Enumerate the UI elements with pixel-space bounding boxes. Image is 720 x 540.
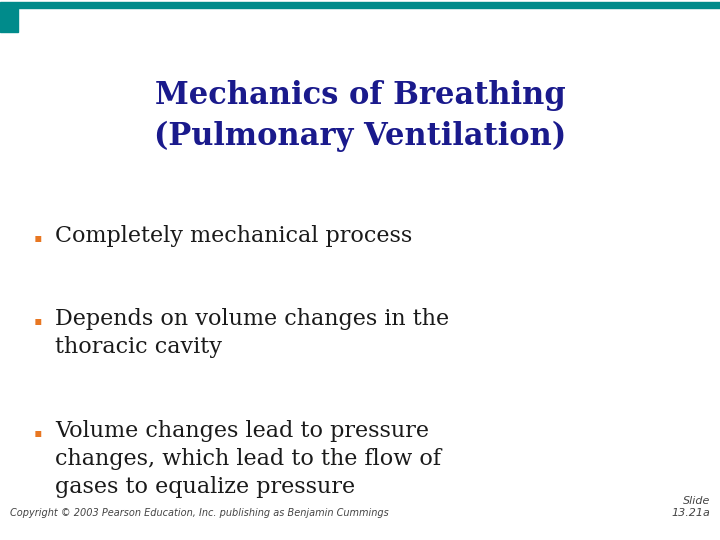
Text: ·: ·	[32, 225, 45, 258]
Bar	[0, 8, 18, 32]
Text: ·: ·	[32, 420, 45, 453]
Text: Mechanics of Breathing
(Pulmonary Ventilation): Mechanics of Breathing (Pulmonary Ventil…	[154, 80, 566, 152]
Text: Volume changes lead to pressure
changes, which lead to the flow of
gases to equa: Volume changes lead to pressure changes,…	[55, 420, 441, 498]
Text: Copyright © 2003 Pearson Education, Inc. publishing as Benjamin Cummings: Copyright © 2003 Pearson Education, Inc.…	[10, 508, 389, 518]
Text: Completely mechanical process: Completely mechanical process	[55, 225, 413, 247]
Text: Depends on volume changes in the
thoracic cavity: Depends on volume changes in the thoraci…	[55, 308, 449, 358]
Text: ·: ·	[32, 308, 45, 341]
Text: Slide
13.21a: Slide 13.21a	[671, 496, 710, 518]
Bar	[0, 2, 720, 8]
